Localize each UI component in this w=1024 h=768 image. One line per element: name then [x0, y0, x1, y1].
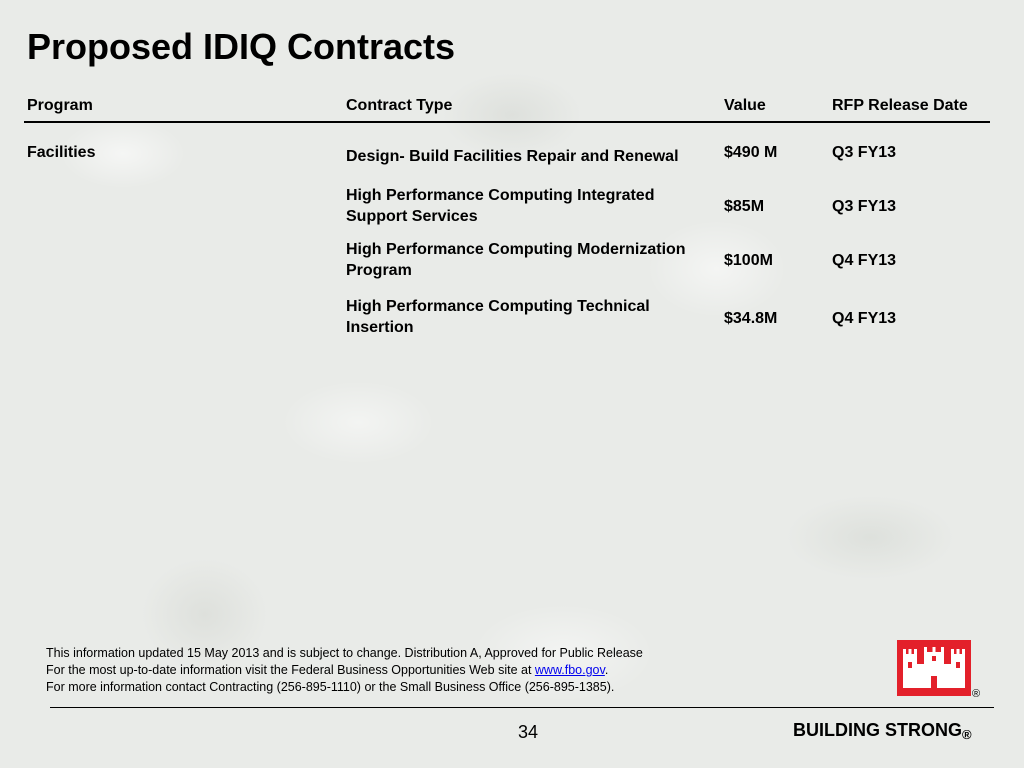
row-1-contract-type: Design- Build Facilities Repair and Rene…	[346, 148, 679, 165]
row-4-rfp-date: Q4 FY13	[832, 310, 897, 327]
row-2-rfp-date: Q3 FY13	[832, 198, 897, 215]
fbo-link[interactable]: www.fbo.gov	[534, 663, 605, 677]
brand-text: BUILDING STRONG	[793, 720, 962, 740]
row-4-contract-type: High Performance Computing Technical Ins…	[346, 298, 650, 336]
footer-rule	[50, 707, 994, 708]
footer-line-2-prefix: For the most up-to-date information visi…	[46, 663, 535, 677]
row-1-value: $490 M	[724, 144, 778, 161]
header-contract-type: Contract Type	[346, 97, 453, 114]
row-2-contract-type: High Performance Computing Integrated Su…	[346, 187, 655, 225]
page-number: 34	[518, 722, 539, 742]
footer-note: This information updated 15 May 2013 and…	[46, 645, 643, 696]
header-rfp-release-date: RFP Release Date	[832, 97, 968, 114]
table-header-rule	[24, 121, 990, 123]
row-3-rfp-date: Q4 FY13	[832, 252, 897, 269]
footer-line-3: For more information contact Contracting…	[46, 680, 615, 694]
row-4-value: $34.8M	[724, 310, 778, 327]
footer-line-2: For the most up-to-date information visi…	[46, 662, 643, 679]
row-3-value: $100M	[724, 252, 773, 269]
header-value: Value	[724, 97, 766, 114]
header-program: Program	[27, 97, 93, 114]
row-1-rfp-date: Q3 FY13	[832, 144, 897, 161]
footer-line-1: This information updated 15 May 2013 and…	[46, 646, 643, 660]
castle-logo-icon	[897, 640, 971, 696]
footer-line-2-suffix: .	[604, 663, 609, 677]
brand-tagline: BUILDING STRONG®	[793, 720, 972, 742]
page-title: Proposed IDIQ Contracts	[27, 26, 456, 67]
row-3-contract-type: High Performance Computing Modernization…	[346, 241, 686, 279]
program-facilities: Facilities	[27, 144, 96, 161]
logo-registered-mark: ®	[972, 688, 981, 700]
row-2-value: $85M	[724, 198, 765, 215]
brand-registered-mark: ®	[962, 727, 972, 742]
